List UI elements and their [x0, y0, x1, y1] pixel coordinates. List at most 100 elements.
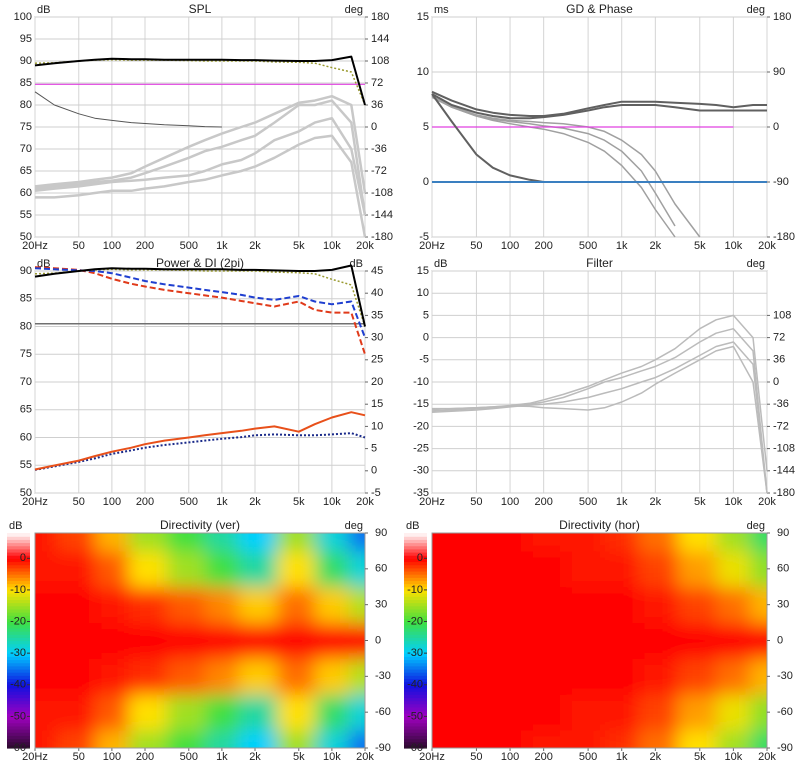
- colorbar-segment: [7, 684, 30, 689]
- colorbar-segment: [404, 741, 427, 746]
- y-tick-label: 90: [777, 527, 789, 539]
- y2-tick-label: -5: [371, 487, 381, 499]
- colorbar-segment: [7, 637, 30, 642]
- colorbar-segment: [7, 691, 30, 695]
- heatmap-cell: [750, 533, 767, 552]
- heatmap-cell: [35, 730, 58, 748]
- x-tick-label: 10k: [323, 496, 341, 508]
- y-tick-label: 70: [20, 376, 32, 388]
- heatmap-cell: [565, 622, 606, 659]
- colorbar-segment: [7, 735, 30, 740]
- colorbar-segment: [7, 668, 30, 673]
- x-tick-label: 100: [501, 496, 519, 508]
- heatmap-cell: [315, 586, 349, 624]
- x-tick-label: 500: [579, 751, 597, 763]
- y-tick-label: 30: [777, 599, 789, 611]
- heatmap-cell: [35, 694, 58, 731]
- y2-tick-label: 180: [371, 11, 389, 23]
- x-tick-label: 1k: [216, 240, 228, 252]
- y2-tick-label: -72: [773, 420, 789, 432]
- heatmap-cell: [454, 658, 494, 695]
- colorbar-segment: [7, 656, 30, 661]
- y2-tick-label: -72: [371, 165, 387, 177]
- colorbar-segment: [404, 551, 427, 556]
- y-tick-label: -90: [777, 742, 793, 754]
- y-tick-label: 75: [20, 348, 32, 360]
- heatmap-cell: [166, 586, 206, 624]
- heatmap-cell: [56, 730, 96, 748]
- heatmap-cell: [35, 550, 58, 588]
- heatmap-cell: [526, 694, 567, 731]
- series-line: [431, 90, 767, 117]
- colorbar-segment: [404, 656, 427, 661]
- y-tick-label: -15: [413, 398, 429, 410]
- y2-tick-label: 72: [773, 332, 785, 344]
- y-tick-label: 30: [375, 599, 387, 611]
- colorbar-tick-label: -40: [407, 679, 423, 691]
- heatmap-cell: [348, 586, 365, 624]
- colorbar-segment: [404, 539, 427, 544]
- y-tick-label: 95: [20, 33, 32, 45]
- heatmap-cell: [348, 730, 365, 748]
- y2-tick-label: 90: [773, 66, 785, 78]
- colorbar-segment: [404, 643, 427, 648]
- x-tick-label: 200: [534, 751, 552, 763]
- x-tick-label: 50: [73, 496, 85, 508]
- y-tick-label: -5: [419, 231, 429, 243]
- x-tick-label: 10k: [725, 240, 743, 252]
- colorbar-tick-label: -20: [407, 615, 423, 627]
- y2-tick-label: -108: [371, 187, 393, 199]
- colorbar-segment: [404, 589, 427, 594]
- y-axis-label: ms: [434, 4, 449, 16]
- heatmap-cell: [432, 586, 455, 624]
- y-tick-label: 60: [777, 563, 789, 575]
- heatmap-cell: [95, 658, 129, 695]
- heatmap-cell: [238, 694, 278, 731]
- series-line: [34, 264, 366, 327]
- x-tick-label: 1k: [616, 240, 628, 252]
- colorbar-segment: [404, 533, 427, 537]
- series-line: [34, 411, 366, 471]
- colorbar-segment: [404, 631, 427, 635]
- colorbar-segment: [7, 694, 30, 699]
- colorbar-segment: [7, 640, 30, 645]
- y-tick-label: 10: [417, 287, 429, 299]
- heatmap-cell: [716, 533, 751, 552]
- heatmap-cell: [526, 533, 567, 552]
- colorbar-segment: [404, 621, 427, 626]
- colorbar-segment: [7, 665, 30, 670]
- colorbar-segment: [404, 735, 427, 740]
- y-tick-label: 0: [423, 332, 429, 344]
- heatmap-cell: [604, 550, 640, 588]
- series-line: [34, 94, 367, 194]
- heatmap-cell: [276, 533, 316, 552]
- x-tick-label: 5k: [694, 751, 706, 763]
- colorbar-tick-label: -60: [10, 742, 26, 754]
- colorbar-segment: [7, 570, 30, 575]
- y2-tick-label: 35: [371, 309, 383, 321]
- colorbar-segment: [404, 662, 427, 667]
- heatmap-cell: [604, 730, 640, 748]
- heatmap-cell: [128, 550, 168, 588]
- series-line: [34, 116, 367, 216]
- heatmap-cell: [454, 730, 494, 748]
- colorbar-segment: [7, 744, 30, 749]
- y-tick-label: -30: [375, 670, 391, 682]
- x-tick-label: 20Hz: [419, 751, 445, 763]
- series-line: [34, 91, 222, 128]
- y-tick-label: 85: [20, 293, 32, 305]
- colorbar-segment: [404, 555, 427, 559]
- y2-tick-label: 0: [371, 465, 377, 477]
- y2-tick-label: -180: [773, 487, 795, 499]
- colorbar-segment: [404, 697, 427, 702]
- heatmap-cell: [454, 586, 494, 624]
- series-line: [34, 55, 366, 106]
- heatmap-cell: [35, 658, 58, 695]
- x-tick-label: 2k: [249, 496, 261, 508]
- heatmap-cell: [750, 622, 767, 659]
- series-line: [34, 58, 366, 106]
- heatmap-cell: [526, 622, 567, 659]
- x-tick-label: 100: [103, 496, 121, 508]
- heatmap-cell: [238, 586, 278, 624]
